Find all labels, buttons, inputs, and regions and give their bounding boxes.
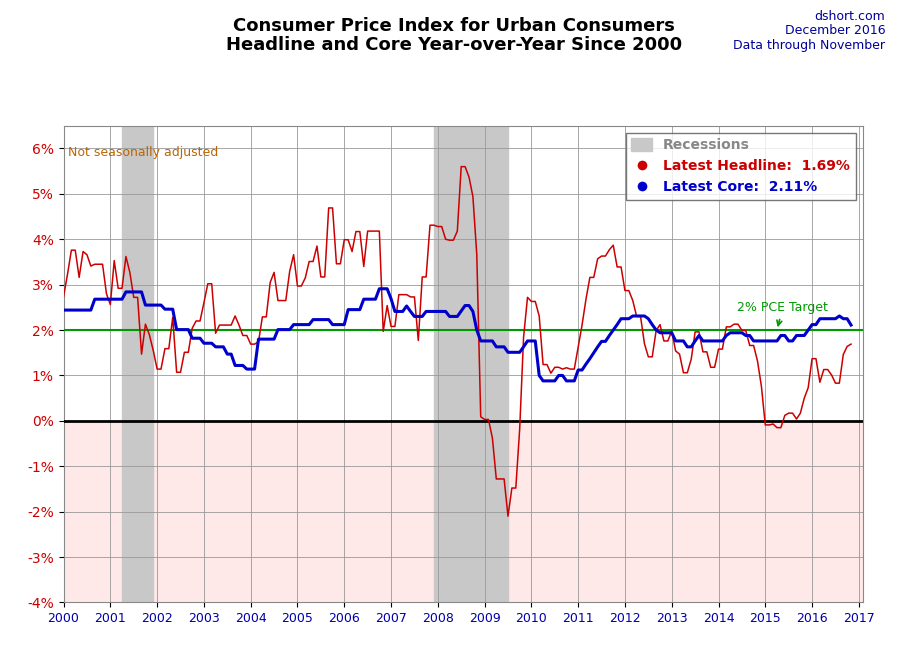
Text: December 2016: December 2016 bbox=[785, 24, 885, 38]
Text: Data through November: Data through November bbox=[734, 39, 885, 52]
Text: dshort.com: dshort.com bbox=[814, 10, 885, 23]
Text: Not seasonally adjusted: Not seasonally adjusted bbox=[68, 146, 219, 159]
Bar bbox=[434, 126, 508, 602]
Bar bbox=[122, 126, 153, 602]
Text: 2% PCE Target: 2% PCE Target bbox=[737, 301, 828, 326]
Text: Headline and Core Year-over-Year Since 2000: Headline and Core Year-over-Year Since 2… bbox=[226, 36, 682, 54]
Legend: Recessions, Latest Headline:  1.69%, Latest Core:  2.11%: Recessions, Latest Headline: 1.69%, Late… bbox=[626, 132, 855, 200]
Text: Consumer Price Index for Urban Consumers: Consumer Price Index for Urban Consumers bbox=[233, 17, 675, 34]
